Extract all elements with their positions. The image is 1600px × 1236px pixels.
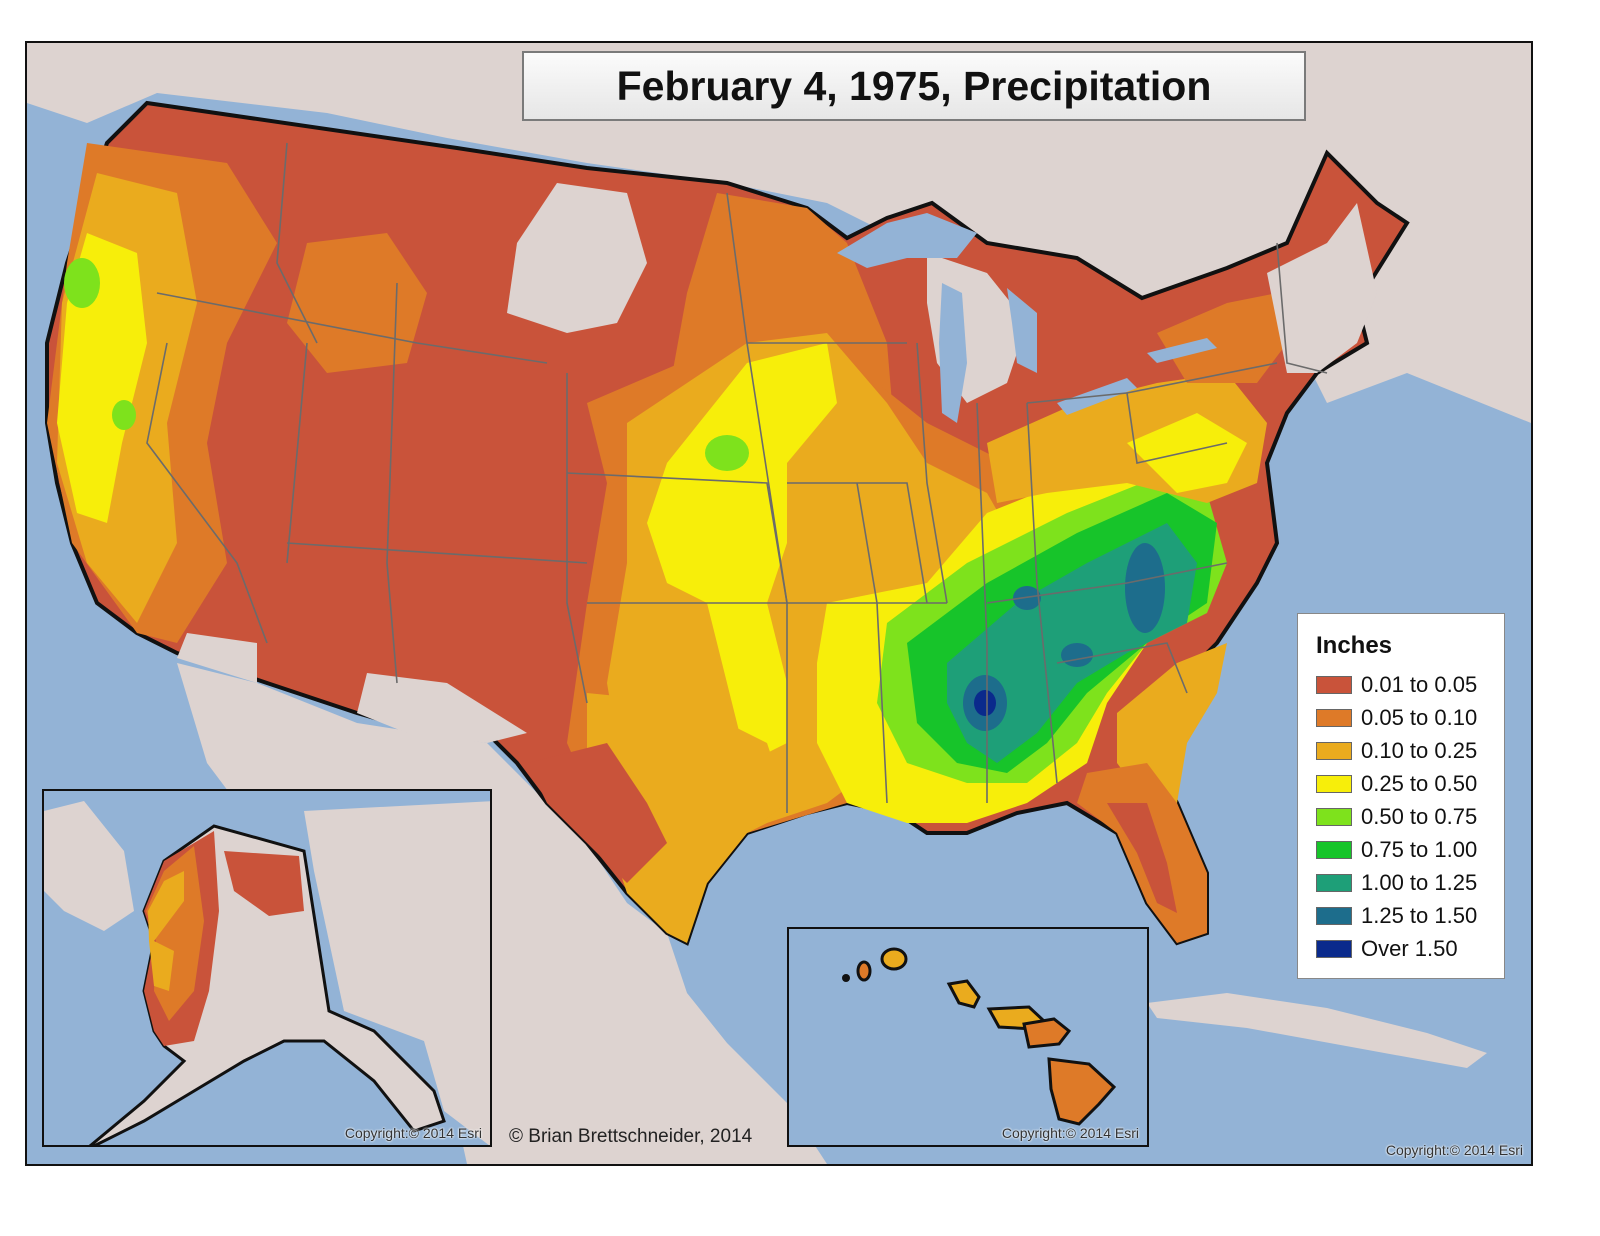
- legend-rows: 0.01 to 0.05 0.05 to 0.10 0.10 to 0.25 0.25…: [1316, 668, 1504, 965]
- band-0-25-0-50-virginia: [1127, 413, 1247, 493]
- legend-label: 1.25 to 1.50: [1361, 902, 1478, 928]
- legend-label: 0.25 to 0.50: [1361, 770, 1478, 796]
- molokai-oahu-island: [946, 979, 981, 1009]
- band-0-10-0-25-atlantic: [1117, 643, 1227, 803]
- legend-label: 0.01 to 0.05: [1361, 671, 1478, 697]
- legend-item: 0.10 to 0.25: [1316, 734, 1504, 767]
- alaska-copyright: Copyright:© 2014 Esri: [344, 1125, 482, 1141]
- legend-swatch: [1316, 774, 1352, 793]
- legend-label: 0.50 to 0.75: [1361, 803, 1478, 829]
- legend-item: 1.25 to 1.50: [1316, 899, 1504, 932]
- hawaii-inset: Copyright:© 2014 Esri: [787, 927, 1149, 1147]
- lake-huron: [1007, 288, 1037, 373]
- legend-swatch: [1316, 939, 1352, 958]
- map-title: February 4, 1975, Precipitation: [616, 62, 1212, 109]
- band-over-1-50-alabama: [974, 690, 996, 716]
- oahu-island: [880, 947, 908, 971]
- legend-label: 0.75 to 1.00: [1361, 836, 1478, 862]
- legend-item: 0.50 to 0.75: [1316, 800, 1504, 833]
- legend-label: 0.05 to 0.10: [1361, 704, 1478, 730]
- cuba-landmass: [1147, 993, 1487, 1068]
- legend-item: Over 1.50: [1316, 932, 1504, 965]
- alaska-precip-north: [224, 851, 304, 916]
- alaska-map: [44, 801, 490, 1145]
- siberia-landmass: [44, 801, 134, 931]
- map-frame: February 4, 1975, Precipitation Copyrigh…: [25, 41, 1533, 1166]
- band-1-25-1-50-carolinas: [1125, 543, 1165, 633]
- band-0-01-0-05-west-texas: [527, 743, 667, 883]
- author-credit: © Brian Brettschneider, 2014: [509, 1126, 753, 1147]
- legend-swatch: [1316, 741, 1352, 760]
- legend-item: 0.01 to 0.05: [1316, 668, 1504, 701]
- band-1-25-1-50-georgia: [1061, 643, 1093, 667]
- band-0-50-0-75-nebraska: [705, 435, 749, 471]
- alaska-inset: Copyright:© 2014 Esri: [42, 789, 492, 1147]
- lake-ontario: [1147, 338, 1217, 363]
- legend-item: 0.75 to 1.00: [1316, 833, 1504, 866]
- band-0-50-0-75-oregon: [64, 258, 100, 308]
- big-island: [1047, 1057, 1117, 1126]
- band-0-25-0-50-plains: [647, 343, 837, 763]
- band-0-10-0-25-texas: [587, 693, 787, 943]
- lake-superior: [837, 213, 977, 268]
- alaska-precip-amber: [148, 871, 184, 991]
- band-0-01-0-05-florida: [1107, 803, 1177, 913]
- legend: Inches 0.01 to 0.05 0.05 to 0.10 0.10 to 0…: [1297, 613, 1505, 979]
- lake-michigan: [939, 283, 967, 423]
- mexico-landmass: [177, 663, 827, 1164]
- legend-swatch: [1316, 840, 1352, 859]
- nodata-dakotas: [507, 183, 647, 333]
- canada-landmass: [304, 801, 490, 1145]
- nodata-arizona-west: [177, 633, 257, 683]
- legend-item: 1.00 to 1.25: [1316, 866, 1504, 899]
- maui-east-island: [1022, 1017, 1072, 1049]
- band-0-05-0-10-northeast: [1157, 293, 1287, 383]
- hawaii-map: [842, 947, 1117, 1126]
- map-title-box: February 4, 1975, Precipitation: [522, 51, 1306, 121]
- kauai-island: [856, 960, 872, 982]
- nodata-new-england: [1267, 203, 1377, 373]
- niihau-island: [842, 974, 850, 982]
- legend-label: 1.00 to 1.25: [1361, 869, 1478, 895]
- band-0-50-0-75-california: [112, 400, 136, 430]
- legend-title: Inches: [1316, 632, 1393, 659]
- nodata-new-mexico: [357, 673, 527, 743]
- state-boundaries: [146, 142, 1328, 813]
- legend-swatch: [1316, 708, 1352, 727]
- legend-swatch: [1316, 873, 1352, 892]
- legend-swatch: [1316, 675, 1352, 694]
- precipitation-map: [27, 43, 1531, 1164]
- legend-swatch: [1316, 906, 1352, 925]
- legend-item: 0.25 to 0.50: [1316, 767, 1504, 800]
- legend-label: 0.10 to 0.25: [1361, 737, 1478, 763]
- legend-item: 0.05 to 0.10: [1316, 701, 1504, 734]
- legend-label: Over 1.50: [1361, 935, 1458, 961]
- legend-swatch: [1316, 807, 1352, 826]
- hawaii-copyright: Copyright:© 2014 Esri: [1001, 1125, 1139, 1141]
- main-copyright: Copyright:© 2014 Esri: [1385, 1142, 1523, 1158]
